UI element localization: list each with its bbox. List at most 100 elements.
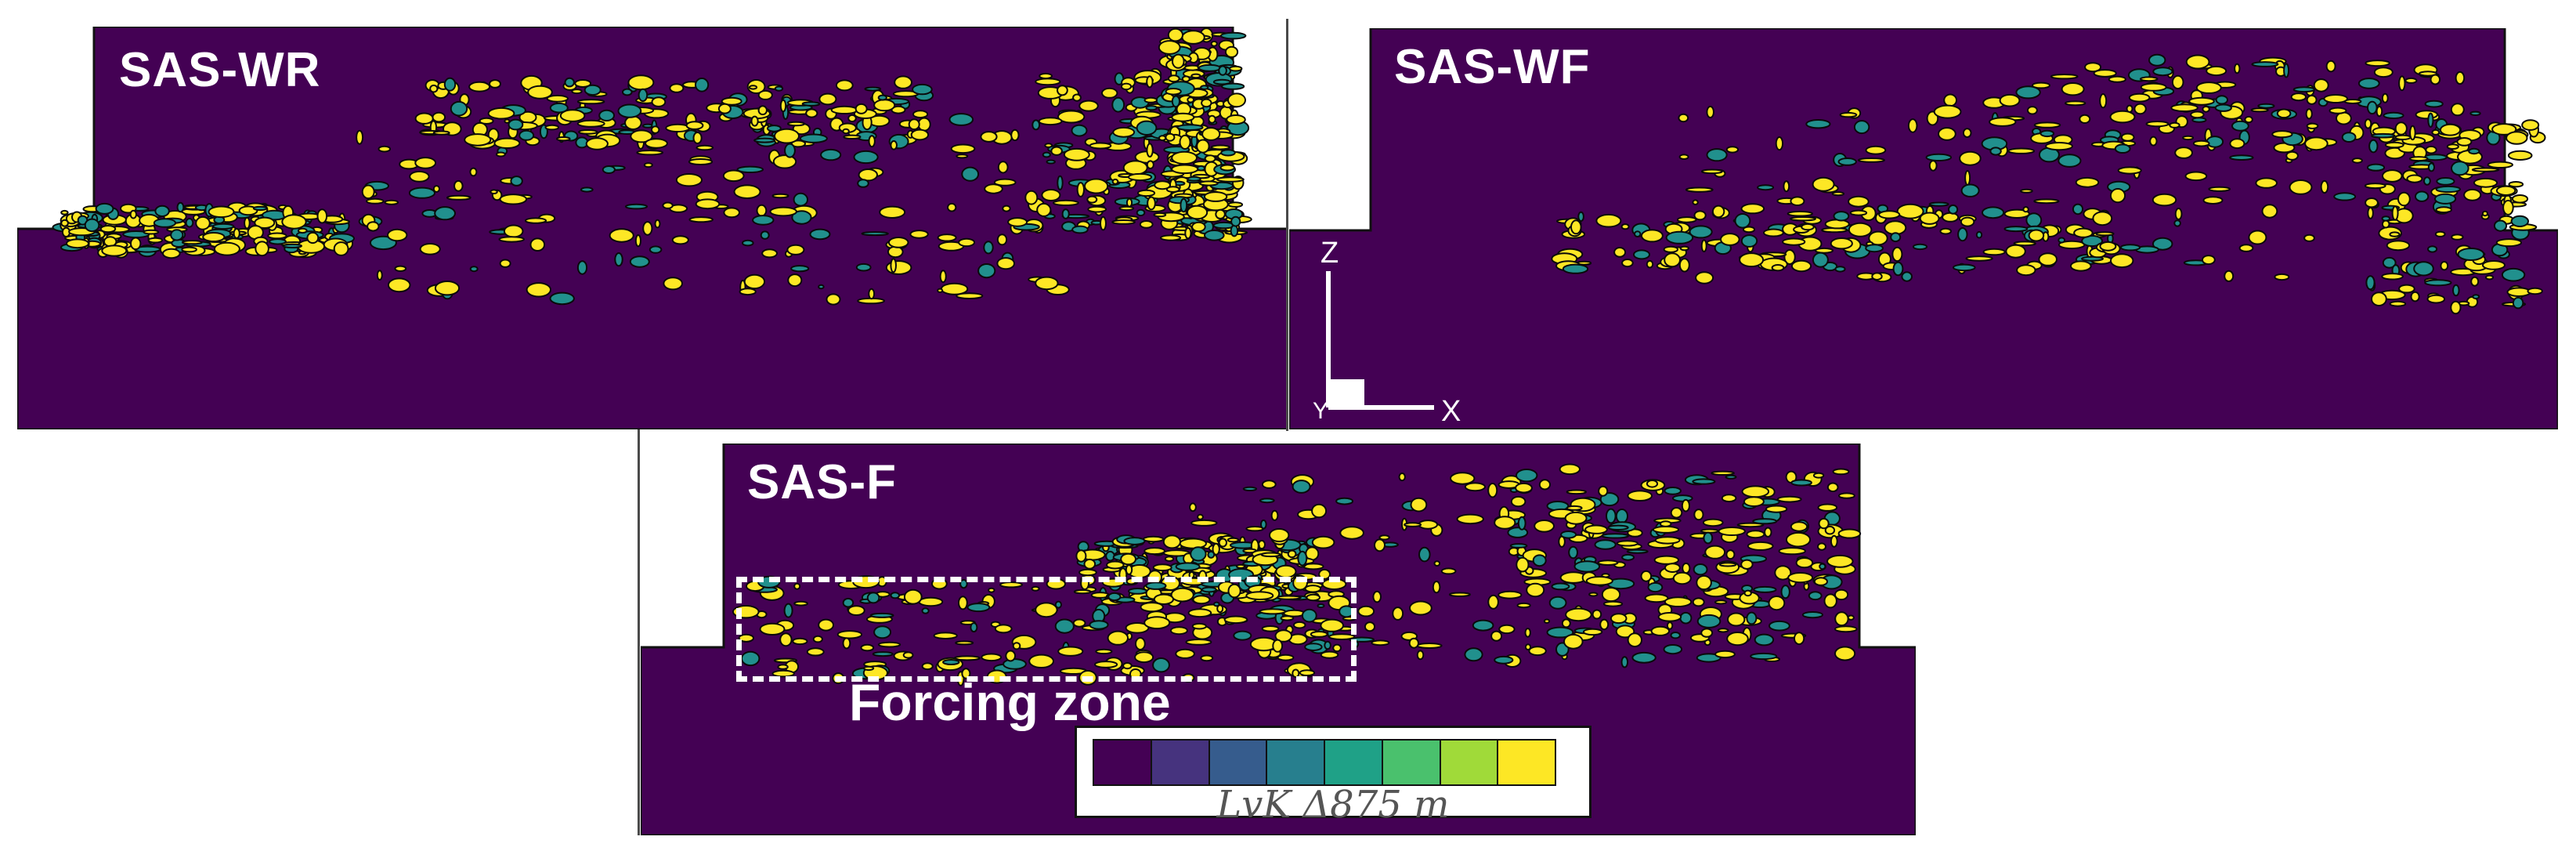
structure-blob xyxy=(1848,222,1873,237)
structure-blob xyxy=(818,618,835,632)
structure-blob xyxy=(2028,229,2045,242)
structure-blob xyxy=(1892,261,1904,277)
structure-blob xyxy=(2305,108,2313,120)
structure-blob xyxy=(2003,208,2030,219)
structure-blob xyxy=(627,74,655,91)
structure-blob xyxy=(1201,127,1221,141)
structure-blob xyxy=(1050,146,1063,156)
structure-blob xyxy=(2507,150,2533,161)
structure-blob xyxy=(1176,124,1204,132)
structure-blob xyxy=(1035,276,1059,291)
structure-blob xyxy=(1740,234,1758,248)
structure-blob xyxy=(414,157,437,169)
structure-blob xyxy=(2456,137,2473,147)
structure-blob xyxy=(1111,219,1136,225)
structure-blob xyxy=(1919,212,1940,225)
structure-blob xyxy=(1615,625,1635,639)
structure-blob xyxy=(2368,139,2379,154)
structure-blob xyxy=(1725,146,1740,154)
structure-blob xyxy=(2149,136,2158,147)
structure-blob xyxy=(624,203,649,210)
structure-blob xyxy=(1450,472,1476,485)
structure-blob xyxy=(1678,154,1689,160)
structure-blob xyxy=(2391,205,2399,221)
structure-blob xyxy=(1672,494,1693,502)
structure-blob xyxy=(688,158,714,165)
structure-blob xyxy=(495,151,506,158)
structure-blob xyxy=(772,154,797,169)
structure-blob xyxy=(2521,119,2540,131)
structure-blob xyxy=(2382,169,2403,183)
structure-blob xyxy=(316,208,328,224)
structure-blob xyxy=(2408,156,2429,162)
structure-blob xyxy=(779,99,787,113)
structure-blob xyxy=(1122,662,1133,670)
structure-blob xyxy=(890,258,897,273)
structure-blob xyxy=(1052,199,1079,206)
structure-blob xyxy=(564,77,575,88)
structure-blob xyxy=(1878,210,1901,219)
structure-blob xyxy=(1509,543,1528,549)
structure-blob xyxy=(1711,205,1725,219)
structure-blob xyxy=(1320,618,1345,632)
structure-blob xyxy=(1543,618,1551,624)
structure-blob xyxy=(571,89,583,95)
structure-blob xyxy=(2446,143,2459,150)
structure-blob xyxy=(2427,245,2438,253)
structure-blob xyxy=(1720,233,1740,246)
structure-blob xyxy=(60,219,69,227)
structure-blob xyxy=(1392,607,1404,621)
structure-blob xyxy=(1907,118,1918,133)
structure-blob xyxy=(1664,563,1681,574)
structure-blob xyxy=(1516,602,1531,609)
structure-blob xyxy=(2231,120,2249,132)
structure-blob xyxy=(1158,135,1167,142)
structure-blob xyxy=(1306,593,1321,602)
structure-blob xyxy=(743,273,766,290)
structure-blob xyxy=(617,103,642,118)
structure-blob xyxy=(1594,539,1617,550)
structure-blob xyxy=(2093,69,2117,78)
structure-blob xyxy=(783,603,793,618)
structure-blob xyxy=(970,622,978,633)
structure-blob xyxy=(1191,221,1206,233)
structure-blob xyxy=(1054,600,1063,609)
structure-blob xyxy=(736,165,764,174)
structure-blob xyxy=(1566,505,1583,511)
structure-blob xyxy=(1123,537,1146,545)
structure-blob xyxy=(1857,158,1886,163)
structure-blob xyxy=(1201,586,1217,593)
structure-blob xyxy=(2079,114,2091,125)
axis-y-label: Y xyxy=(1313,398,1329,424)
structure-blob xyxy=(651,96,667,107)
structure-blob xyxy=(2152,237,2173,251)
structure-blob xyxy=(1136,208,1146,217)
structure-blob xyxy=(176,201,185,213)
structure-blob xyxy=(376,270,383,281)
structure-blob xyxy=(636,150,664,156)
structure-blob xyxy=(853,150,879,165)
structure-blob xyxy=(1615,509,1629,524)
structure-blob xyxy=(1299,669,1316,677)
structure-blob xyxy=(739,288,757,296)
structure-blob xyxy=(1094,661,1118,668)
structure-blob xyxy=(733,184,761,199)
structure-blob xyxy=(2436,177,2455,186)
structure-blob xyxy=(1057,175,1064,190)
structure-blob xyxy=(1787,210,1813,217)
structure-blob xyxy=(1725,549,1736,560)
structure-blob xyxy=(2224,270,2235,282)
colorbar-swatch xyxy=(1093,739,1152,786)
structure-blob xyxy=(2325,60,2336,73)
structure-blob xyxy=(1620,223,1630,230)
structure-blob xyxy=(1597,559,1619,567)
structure-blob xyxy=(2139,76,2159,82)
structure-blob xyxy=(2424,100,2444,108)
structure-blob xyxy=(984,183,1003,194)
structure-blob xyxy=(1464,647,1483,662)
structure-blob xyxy=(2491,123,2517,136)
structure-blob xyxy=(419,243,441,255)
structure-blob xyxy=(1372,590,1382,603)
structure-blob xyxy=(903,588,923,605)
structure-blob xyxy=(1692,478,1716,485)
